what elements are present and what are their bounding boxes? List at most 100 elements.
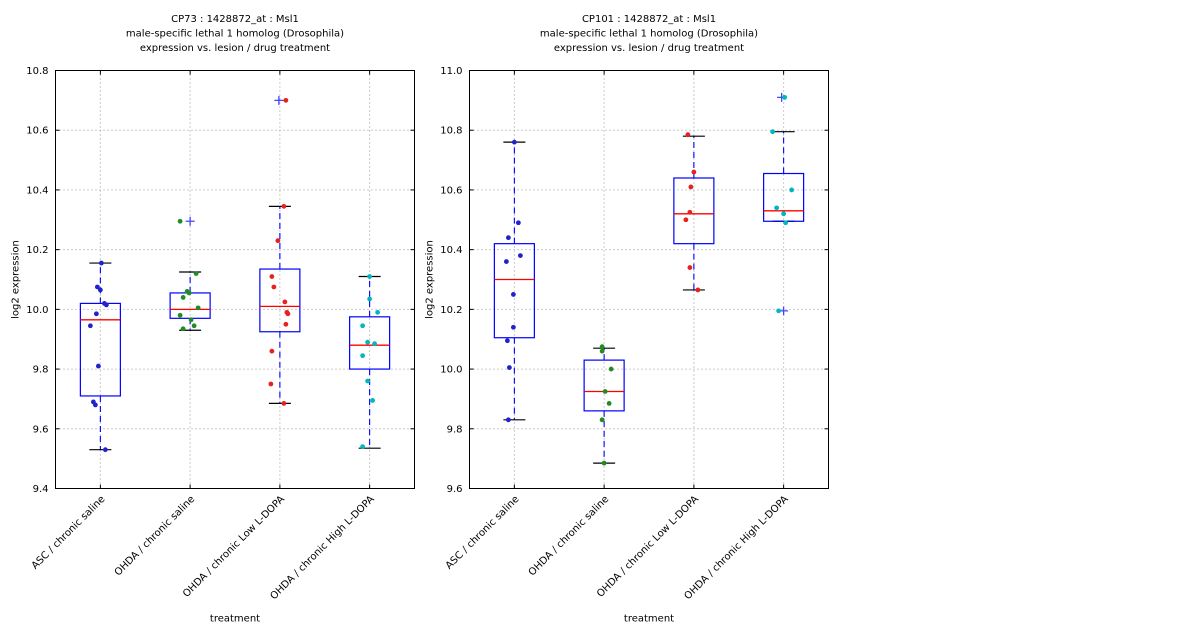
box-rect — [763, 172, 805, 222]
data-point — [608, 366, 614, 372]
data-point — [783, 220, 789, 226]
x-tick-label: OHDA / chronic saline — [527, 494, 612, 579]
data-point — [95, 363, 101, 369]
box-rect — [493, 243, 535, 339]
x-tick-label: OHDA / chronic saline — [113, 494, 198, 579]
box-rect — [79, 302, 121, 397]
x-axis-label: treatment — [210, 614, 260, 625]
x-tick-label: OHDA / chronic High L-DOPA — [682, 494, 790, 602]
data-point — [504, 338, 510, 344]
data-point — [774, 205, 780, 211]
box-group-1 — [169, 216, 211, 332]
data-point — [269, 274, 275, 279]
y-tick-label: 10.4 — [440, 245, 462, 256]
data-point — [180, 295, 186, 300]
y-tick-label: 9.6 — [33, 424, 49, 435]
data-point — [515, 220, 521, 226]
y-tick-label: 10.2 — [440, 305, 462, 316]
data-point — [268, 381, 274, 387]
data-point — [781, 211, 787, 217]
y-tick-label: 10.0 — [440, 365, 462, 376]
data-point — [188, 317, 194, 323]
x-tick-label: OHDA / chronic High L-DOPA — [268, 494, 376, 602]
y-tick-label: 10.8 — [26, 66, 48, 77]
y-tick-label: 9.4 — [33, 484, 49, 495]
data-point — [599, 348, 605, 354]
data-point — [93, 311, 99, 317]
data-point — [367, 296, 373, 302]
data-point — [92, 402, 98, 408]
boxplot-cp101: 9.6 9.8 10.0 10.2 10.4 10.6 10.8 11.0 ASC / chro… — [425, 14, 829, 625]
data-point — [506, 365, 512, 370]
plot-title-line: CP101 : 1428872_at : Msl1 — [582, 14, 716, 25]
box-rect — [583, 359, 625, 412]
x-tick-label: ASC / chronic saline — [30, 494, 108, 572]
plot-title-line: CP73 : 1428872_at : Msl1 — [171, 14, 299, 25]
data-point — [599, 417, 605, 423]
x-axis-label: treatment — [624, 614, 674, 625]
data-point — [360, 353, 366, 359]
axes-frame — [55, 70, 415, 489]
data-point — [271, 284, 277, 290]
data-point — [365, 339, 371, 345]
box-group-0 — [79, 260, 121, 453]
boxplot-cp73: 9.4 9.6 9.8 10.0 10.2 10.4 10.6 10.8 ASC / chron… — [11, 14, 415, 625]
y-tick-label: 10.6 — [26, 126, 48, 137]
data-point — [360, 323, 366, 329]
data-point — [505, 235, 511, 241]
box-group-2 — [673, 132, 715, 293]
box-rect — [259, 268, 301, 333]
data-point — [770, 129, 776, 135]
data-point — [103, 302, 109, 308]
box-group-3 — [763, 92, 805, 316]
data-point — [283, 97, 289, 103]
plot-title-line: male-specific lethal 1 homolog (Drosophi… — [540, 29, 758, 40]
data-point — [283, 321, 289, 327]
axes-frame — [469, 70, 829, 489]
data-point — [511, 139, 517, 145]
data-point — [695, 287, 701, 293]
box-rect — [673, 177, 715, 245]
box-group-0 — [493, 139, 535, 423]
y-tick-label: 10.8 — [440, 126, 462, 137]
data-point — [505, 417, 511, 423]
data-point — [372, 341, 378, 347]
data-point — [503, 259, 509, 264]
plot-title-line: expression vs. lesion / drug treatment — [140, 43, 330, 54]
data-point — [281, 203, 287, 209]
data-point — [193, 271, 199, 276]
data-point — [601, 460, 607, 466]
y-axis-label: log2 expression — [11, 240, 22, 319]
box-rect — [349, 316, 391, 370]
data-point — [789, 187, 795, 193]
data-point — [177, 218, 183, 224]
data-point — [367, 274, 373, 279]
data-point — [685, 132, 691, 138]
plot-title-line: male-specific lethal 1 homolog (Drosophi… — [126, 29, 344, 40]
data-point — [269, 348, 275, 354]
data-point — [517, 253, 523, 259]
y-tick-label: 10.2 — [26, 245, 48, 256]
data-point — [691, 169, 697, 175]
data-point — [602, 389, 608, 394]
data-point — [275, 238, 281, 244]
data-point — [191, 323, 197, 329]
y-tick-label: 9.8 — [33, 365, 49, 376]
y-tick-label: 10.6 — [440, 185, 462, 196]
y-tick-label: 10.0 — [26, 305, 48, 316]
data-point — [97, 287, 103, 293]
y-tick-label: 9.8 — [447, 424, 463, 435]
x-tick-label: ASC / chronic saline — [444, 494, 522, 572]
flier-cross — [274, 95, 284, 105]
box-group-3 — [349, 274, 391, 450]
data-point — [370, 398, 376, 403]
data-point — [683, 217, 689, 223]
box-group-1 — [583, 344, 625, 466]
data-point — [87, 323, 93, 329]
y-axis-label: log2 expression — [425, 240, 436, 319]
x-tick-label: OHDA / chronic Low L-DOPA — [181, 494, 287, 600]
data-point — [687, 265, 693, 270]
data-point — [510, 324, 516, 330]
